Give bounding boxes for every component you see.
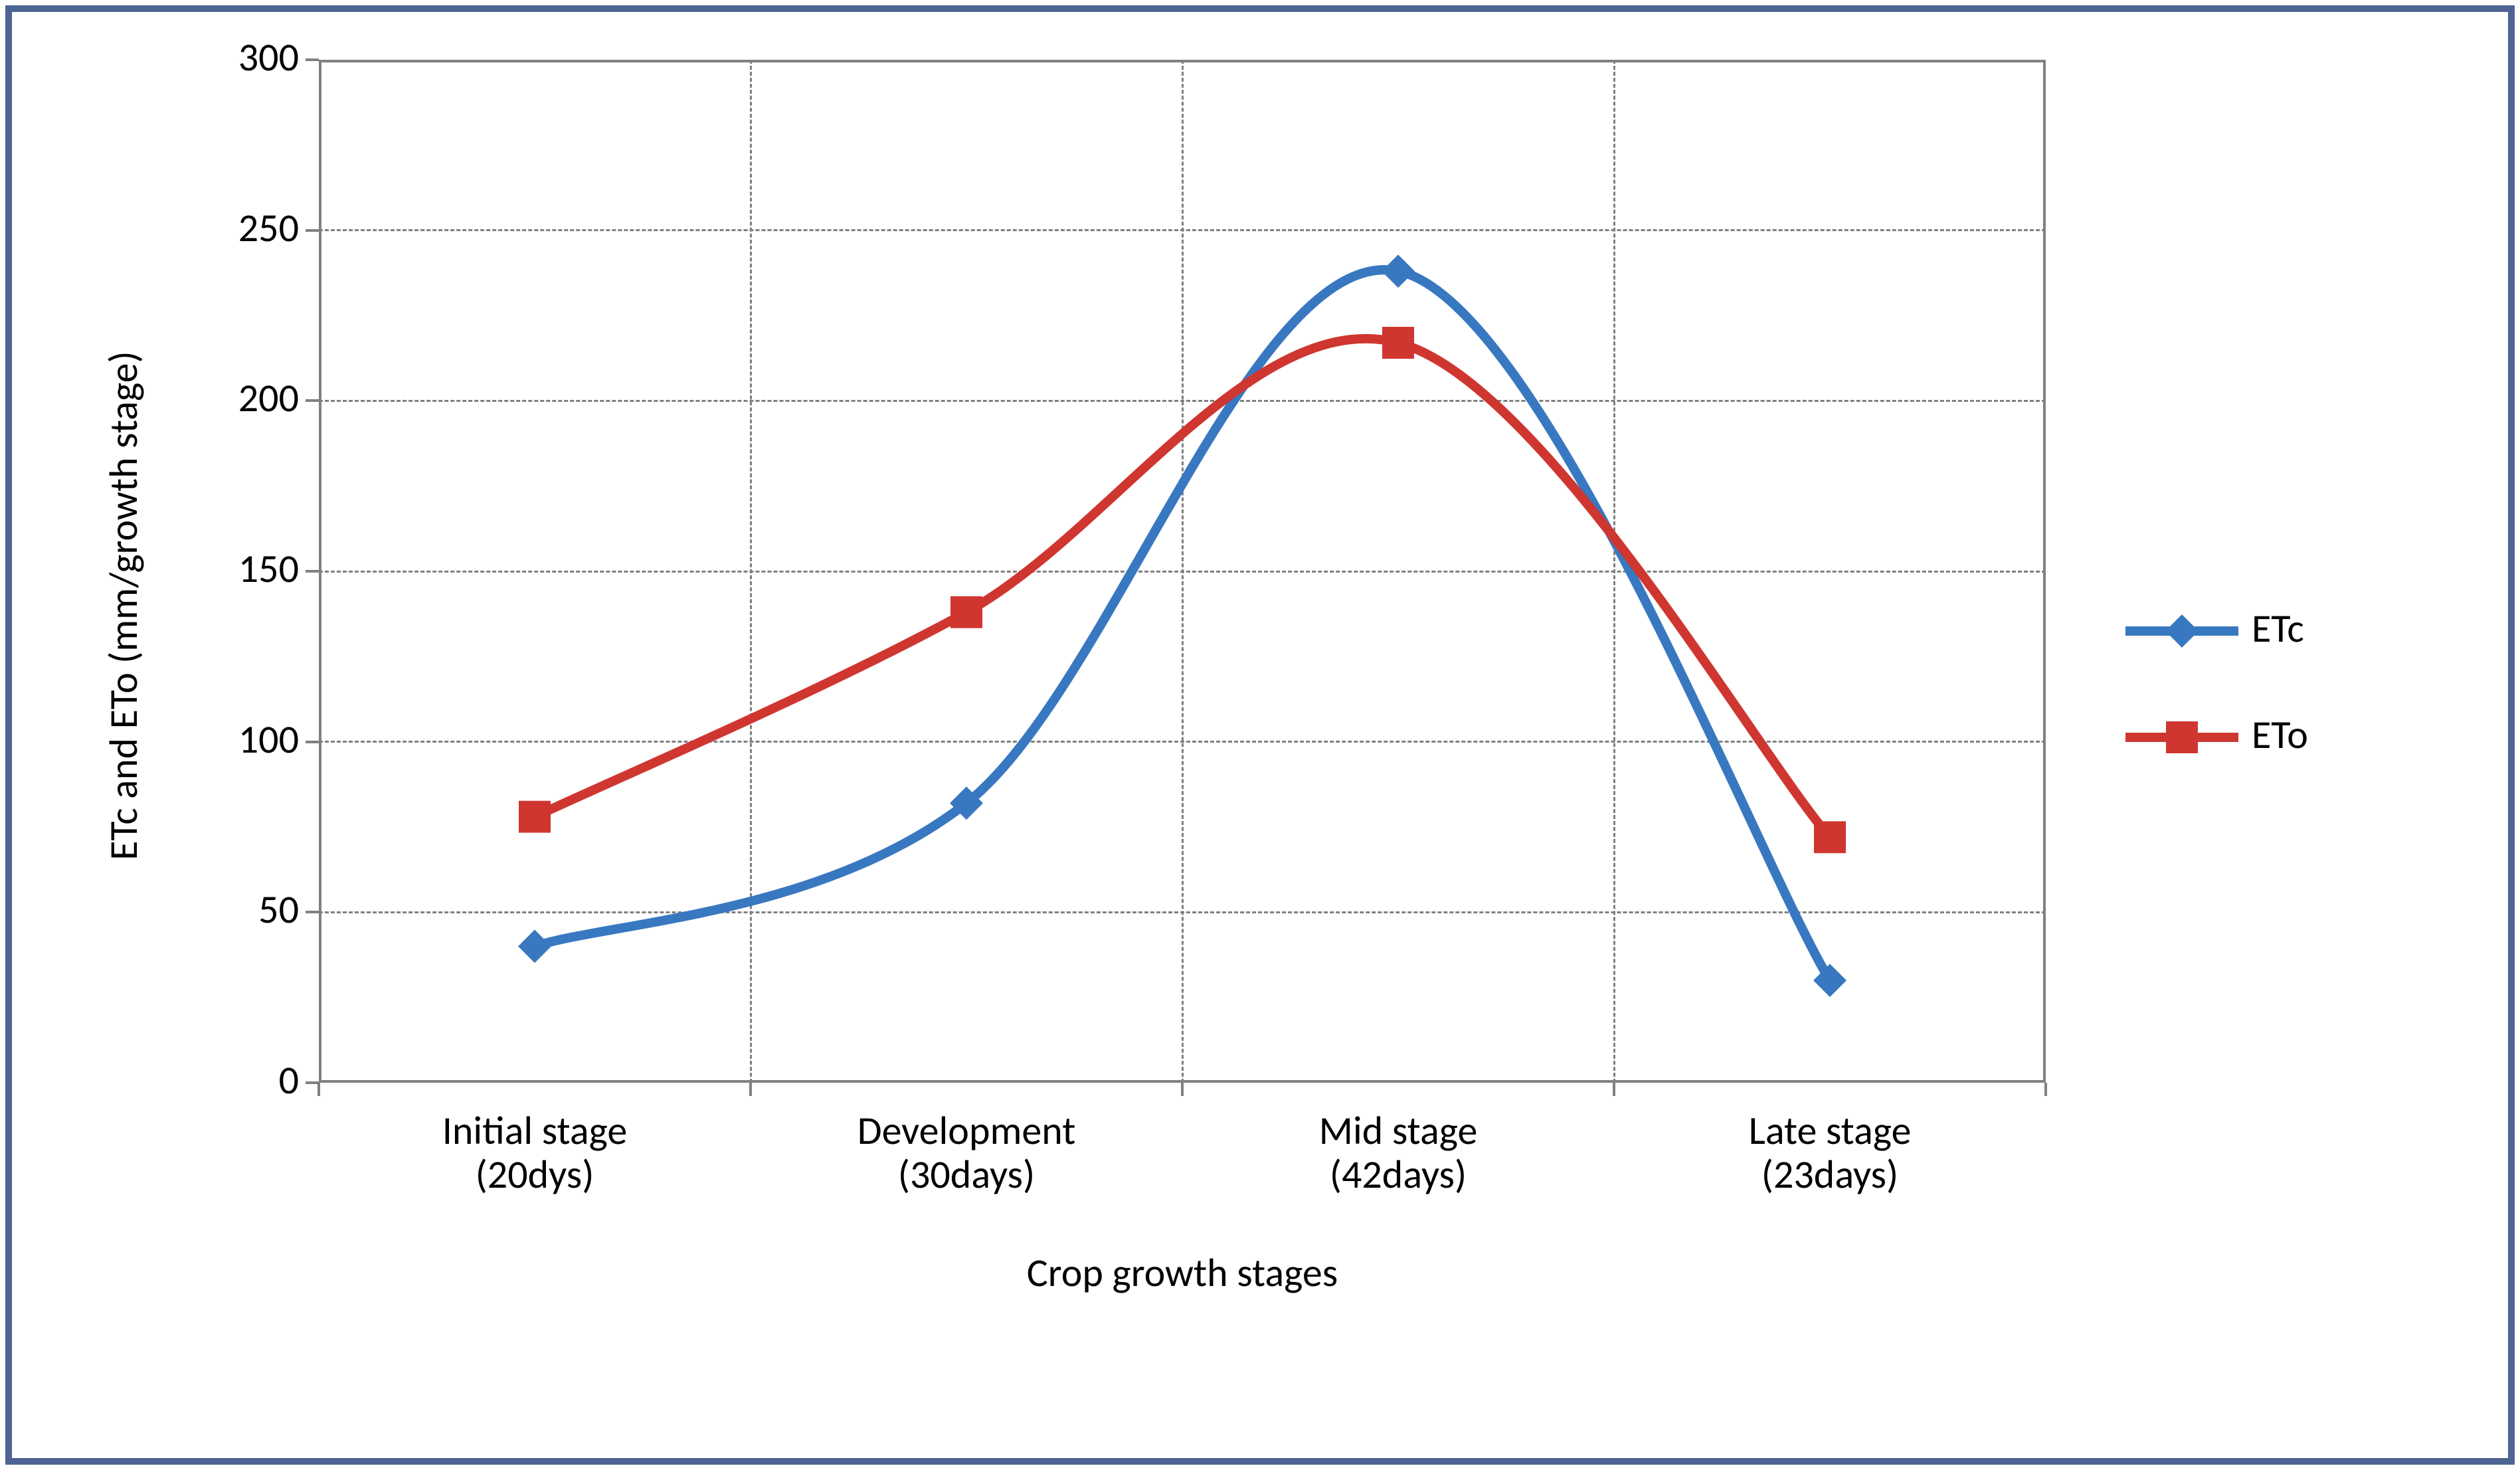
series-marker: [1382, 327, 1414, 359]
series-marker: [2165, 614, 2199, 648]
y-axis-title: ETc and ETo (mm/growth stage): [100, 351, 148, 860]
y-axis-tick-label: 150: [166, 547, 299, 591]
x-axis-tick-label: Development (30days): [751, 1109, 1182, 1197]
legend-label: ETo: [2252, 713, 2308, 757]
y-axis-tick-mark: [306, 399, 319, 402]
series-marker: [950, 597, 982, 628]
y-axis-tick-label: 250: [166, 207, 299, 250]
x-axis-tick-mark: [2044, 1083, 2047, 1096]
y-axis-tick-label: 200: [166, 377, 299, 420]
series-marker: [1814, 821, 1846, 853]
x-axis-title: Crop growth stages: [319, 1249, 2046, 1297]
chart-container: 0 50 100 150 200 250 300 Initial stage (20dys)D…: [0, 0, 2520, 1470]
x-axis-tick-label: Late stage (23days): [1614, 1109, 2046, 1197]
x-axis-tick-mark: [317, 1083, 320, 1096]
series-marker: [1382, 254, 1415, 288]
series-marker: [519, 801, 551, 833]
y-axis-tick-label: 50: [166, 888, 299, 932]
y-axis-tick-mark: [306, 741, 319, 743]
y-axis-tick-mark: [306, 570, 319, 573]
y-axis-tick-mark: [306, 229, 319, 232]
y-axis-tick-label: 0: [166, 1059, 299, 1103]
series-marker: [2166, 721, 2198, 753]
plot-area: [319, 60, 2046, 1083]
x-axis-tick-mark: [1181, 1083, 1184, 1096]
x-axis-tick-label: Initial stage (20dys): [319, 1109, 751, 1197]
y-axis-tick-mark: [306, 1081, 319, 1084]
legend-sample: [2125, 718, 2238, 757]
series-line: [535, 270, 1830, 980]
y-axis-tick-label: 300: [166, 36, 299, 80]
y-axis-tick-label: 100: [166, 718, 299, 762]
x-axis-tick-label: Mid stage (42days): [1182, 1109, 1614, 1197]
series-marker: [518, 930, 551, 963]
y-axis-tick-mark: [306, 58, 319, 61]
y-axis-tick-mark: [306, 911, 319, 913]
x-axis-tick-mark: [749, 1083, 752, 1096]
x-axis-tick-mark: [1613, 1083, 1615, 1096]
legend-label: ETc: [2252, 607, 2304, 651]
chart-series-svg: [319, 60, 2046, 1083]
legend-sample: [2125, 611, 2238, 651]
